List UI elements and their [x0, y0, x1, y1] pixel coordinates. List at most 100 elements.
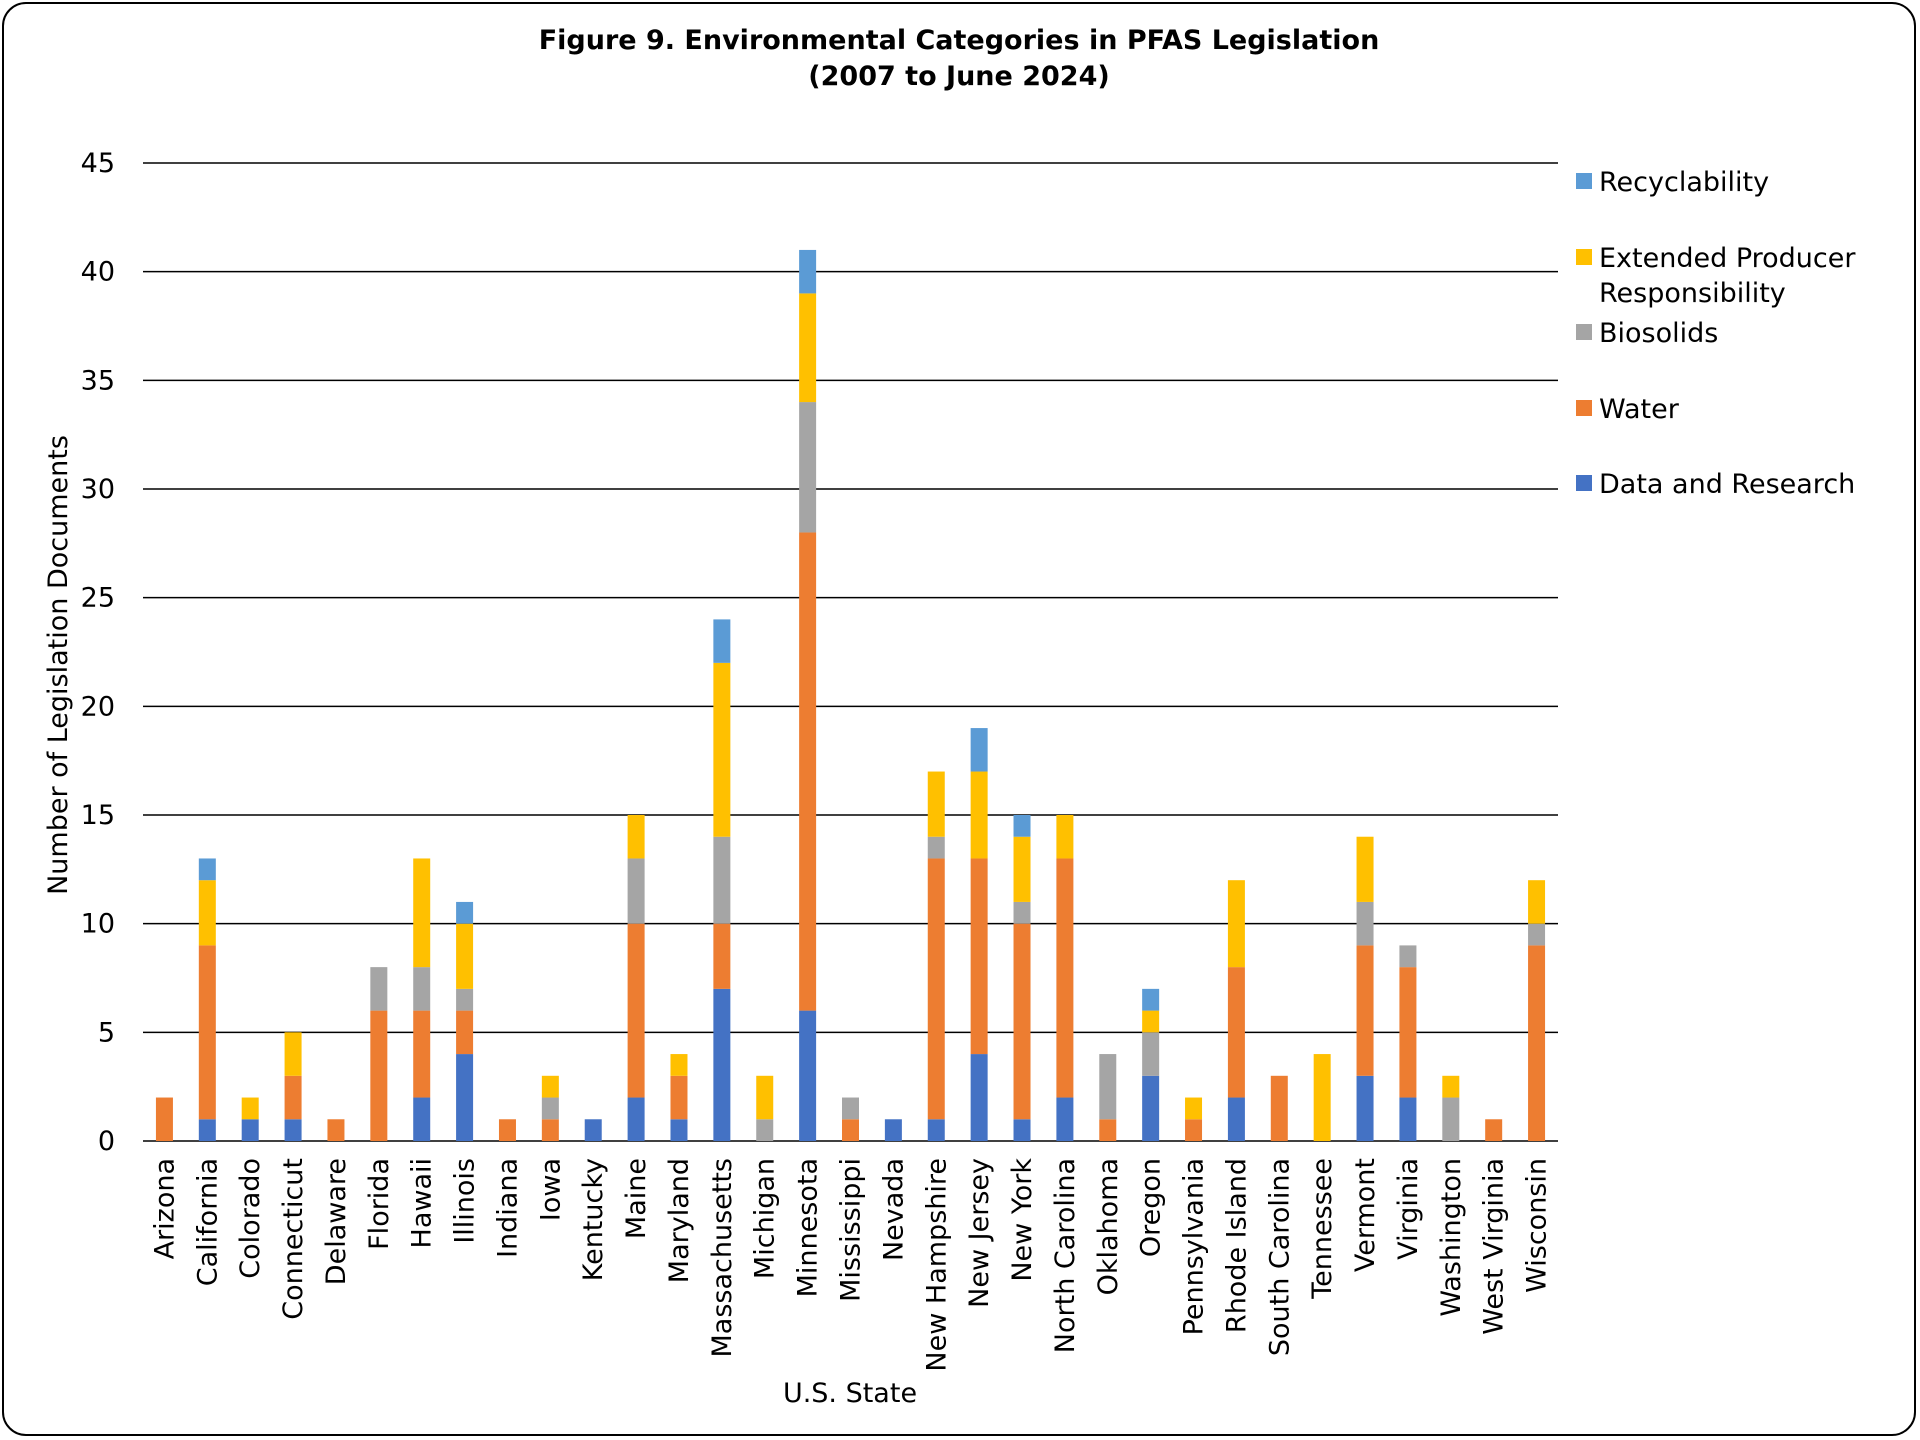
bar-segment — [670, 1075, 688, 1120]
chart-subtitle: (2007 to June 2024) — [808, 61, 1109, 92]
legend-swatch — [1576, 324, 1592, 340]
x-tick-label: West Virginia — [1479, 1158, 1510, 1335]
bar-segment — [1185, 1097, 1203, 1120]
legend-swatch — [1576, 173, 1592, 189]
bar-segment — [1399, 967, 1417, 1098]
bar-segment — [284, 1032, 302, 1076]
x-tick-label: Rhode Island — [1221, 1158, 1252, 1333]
bar-segment — [842, 1097, 859, 1120]
y-tick-label: 15 — [81, 800, 115, 831]
x-tick-label: South Carolina — [1264, 1158, 1295, 1356]
bar-segment — [1099, 1119, 1117, 1141]
x-tick-label: Oklahoma — [1093, 1158, 1124, 1295]
bar-segment — [1313, 1054, 1331, 1141]
x-tick-label: Illinois — [450, 1158, 481, 1244]
bar-segment — [541, 1119, 559, 1141]
x-tick-label: Oregon — [1136, 1158, 1167, 1257]
legend-label: Data and Research — [1599, 469, 1855, 500]
bar-segment — [1399, 945, 1417, 968]
bar-segment — [1227, 967, 1245, 1098]
bar-segment — [413, 1010, 431, 1098]
x-tick-label: New Hampshire — [921, 1158, 952, 1372]
bar-segment — [370, 1010, 388, 1141]
bar-segment — [970, 1054, 988, 1141]
x-tick-label: Vermont — [1350, 1158, 1381, 1272]
bar-segment — [670, 1054, 688, 1076]
bar-segment — [627, 1097, 645, 1141]
y-tick-label: 10 — [81, 909, 115, 940]
bar-segment — [1056, 858, 1074, 1098]
bar-segment — [970, 858, 988, 1055]
bar-segment — [498, 1119, 516, 1141]
legend-label: Extended Producer — [1599, 243, 1856, 274]
x-tick-label: Delaware — [321, 1158, 352, 1285]
bar-segment — [1528, 923, 1546, 946]
x-tick-label: Mississippi — [836, 1158, 867, 1302]
x-tick-label: Connecticut — [278, 1158, 309, 1320]
bar-segment — [927, 1119, 945, 1141]
bar-segment — [456, 1010, 474, 1055]
bar-segment — [927, 836, 945, 859]
bar-segment — [456, 988, 474, 1011]
bar-segment — [713, 988, 731, 1141]
bar-segment — [413, 858, 431, 968]
y-tick-label: 40 — [81, 257, 115, 288]
x-tick-label: Arizona — [149, 1158, 180, 1259]
bar-segment — [327, 1119, 345, 1141]
y-axis-title: Number of Legislation Documents — [43, 435, 74, 895]
bar-segment — [799, 1010, 817, 1141]
bar-segment — [970, 771, 988, 859]
bar-segment — [1056, 815, 1074, 859]
bar-segment — [1227, 880, 1245, 968]
bar-segment — [713, 619, 731, 663]
bar-segment — [284, 1075, 302, 1120]
x-tick-label: Virginia — [1393, 1158, 1424, 1260]
bar-segment — [927, 858, 945, 1120]
bar-segment — [1013, 836, 1031, 902]
bar-segment — [541, 1097, 559, 1120]
bar-segment — [799, 532, 817, 1011]
bar-segment — [756, 1075, 774, 1120]
bar-segment — [1142, 1010, 1160, 1033]
bars — [155, 249, 1546, 1141]
x-tick-label: Colorado — [235, 1158, 266, 1279]
legend: Recyclability Extended Producer Responsibi… — [1576, 167, 1856, 500]
bar-segment — [241, 1097, 259, 1120]
x-tick-label: California — [192, 1158, 223, 1286]
y-tick-label: 25 — [81, 583, 115, 614]
legend-label: Recyclability — [1599, 167, 1769, 198]
y-tick-label: 45 — [81, 148, 115, 179]
bar-segment — [756, 1119, 774, 1141]
bar-segment — [284, 1119, 302, 1141]
bar-segment — [1356, 1075, 1374, 1141]
bar-segment — [713, 836, 731, 924]
x-tick-label: Washington — [1436, 1158, 1467, 1317]
x-tick-label: Indiana — [492, 1158, 523, 1258]
bar-segment — [1013, 901, 1031, 924]
bar-segment — [799, 293, 817, 403]
legend-label: Biosolids — [1599, 318, 1718, 349]
bar-segment — [1442, 1075, 1460, 1098]
bar-segment — [413, 1097, 431, 1141]
x-tick-label: Minnesota — [793, 1158, 824, 1297]
bar-segment — [713, 923, 731, 989]
bar-segment — [456, 901, 474, 924]
bar-segment — [1099, 1054, 1117, 1120]
bar-segment — [1270, 1075, 1288, 1141]
x-tick-label: Hawaii — [407, 1158, 438, 1248]
bar-segment — [670, 1119, 688, 1141]
bar-segment — [1356, 836, 1374, 902]
bar-segment — [1013, 1119, 1031, 1141]
y-tick-label: 5 — [98, 1017, 115, 1048]
bar-segment — [584, 1119, 602, 1141]
gridlines — [143, 162, 1558, 1142]
legend-swatch — [1576, 249, 1592, 265]
bar-segment — [799, 249, 817, 294]
x-tick-label: Nevada — [878, 1158, 909, 1261]
bar-segment — [627, 858, 645, 924]
x-tick-label: Kentucky — [578, 1158, 609, 1281]
x-tick-label: Michigan — [750, 1158, 781, 1279]
bar-segment — [370, 967, 388, 1011]
x-axis-title: U.S. State — [783, 1378, 917, 1409]
